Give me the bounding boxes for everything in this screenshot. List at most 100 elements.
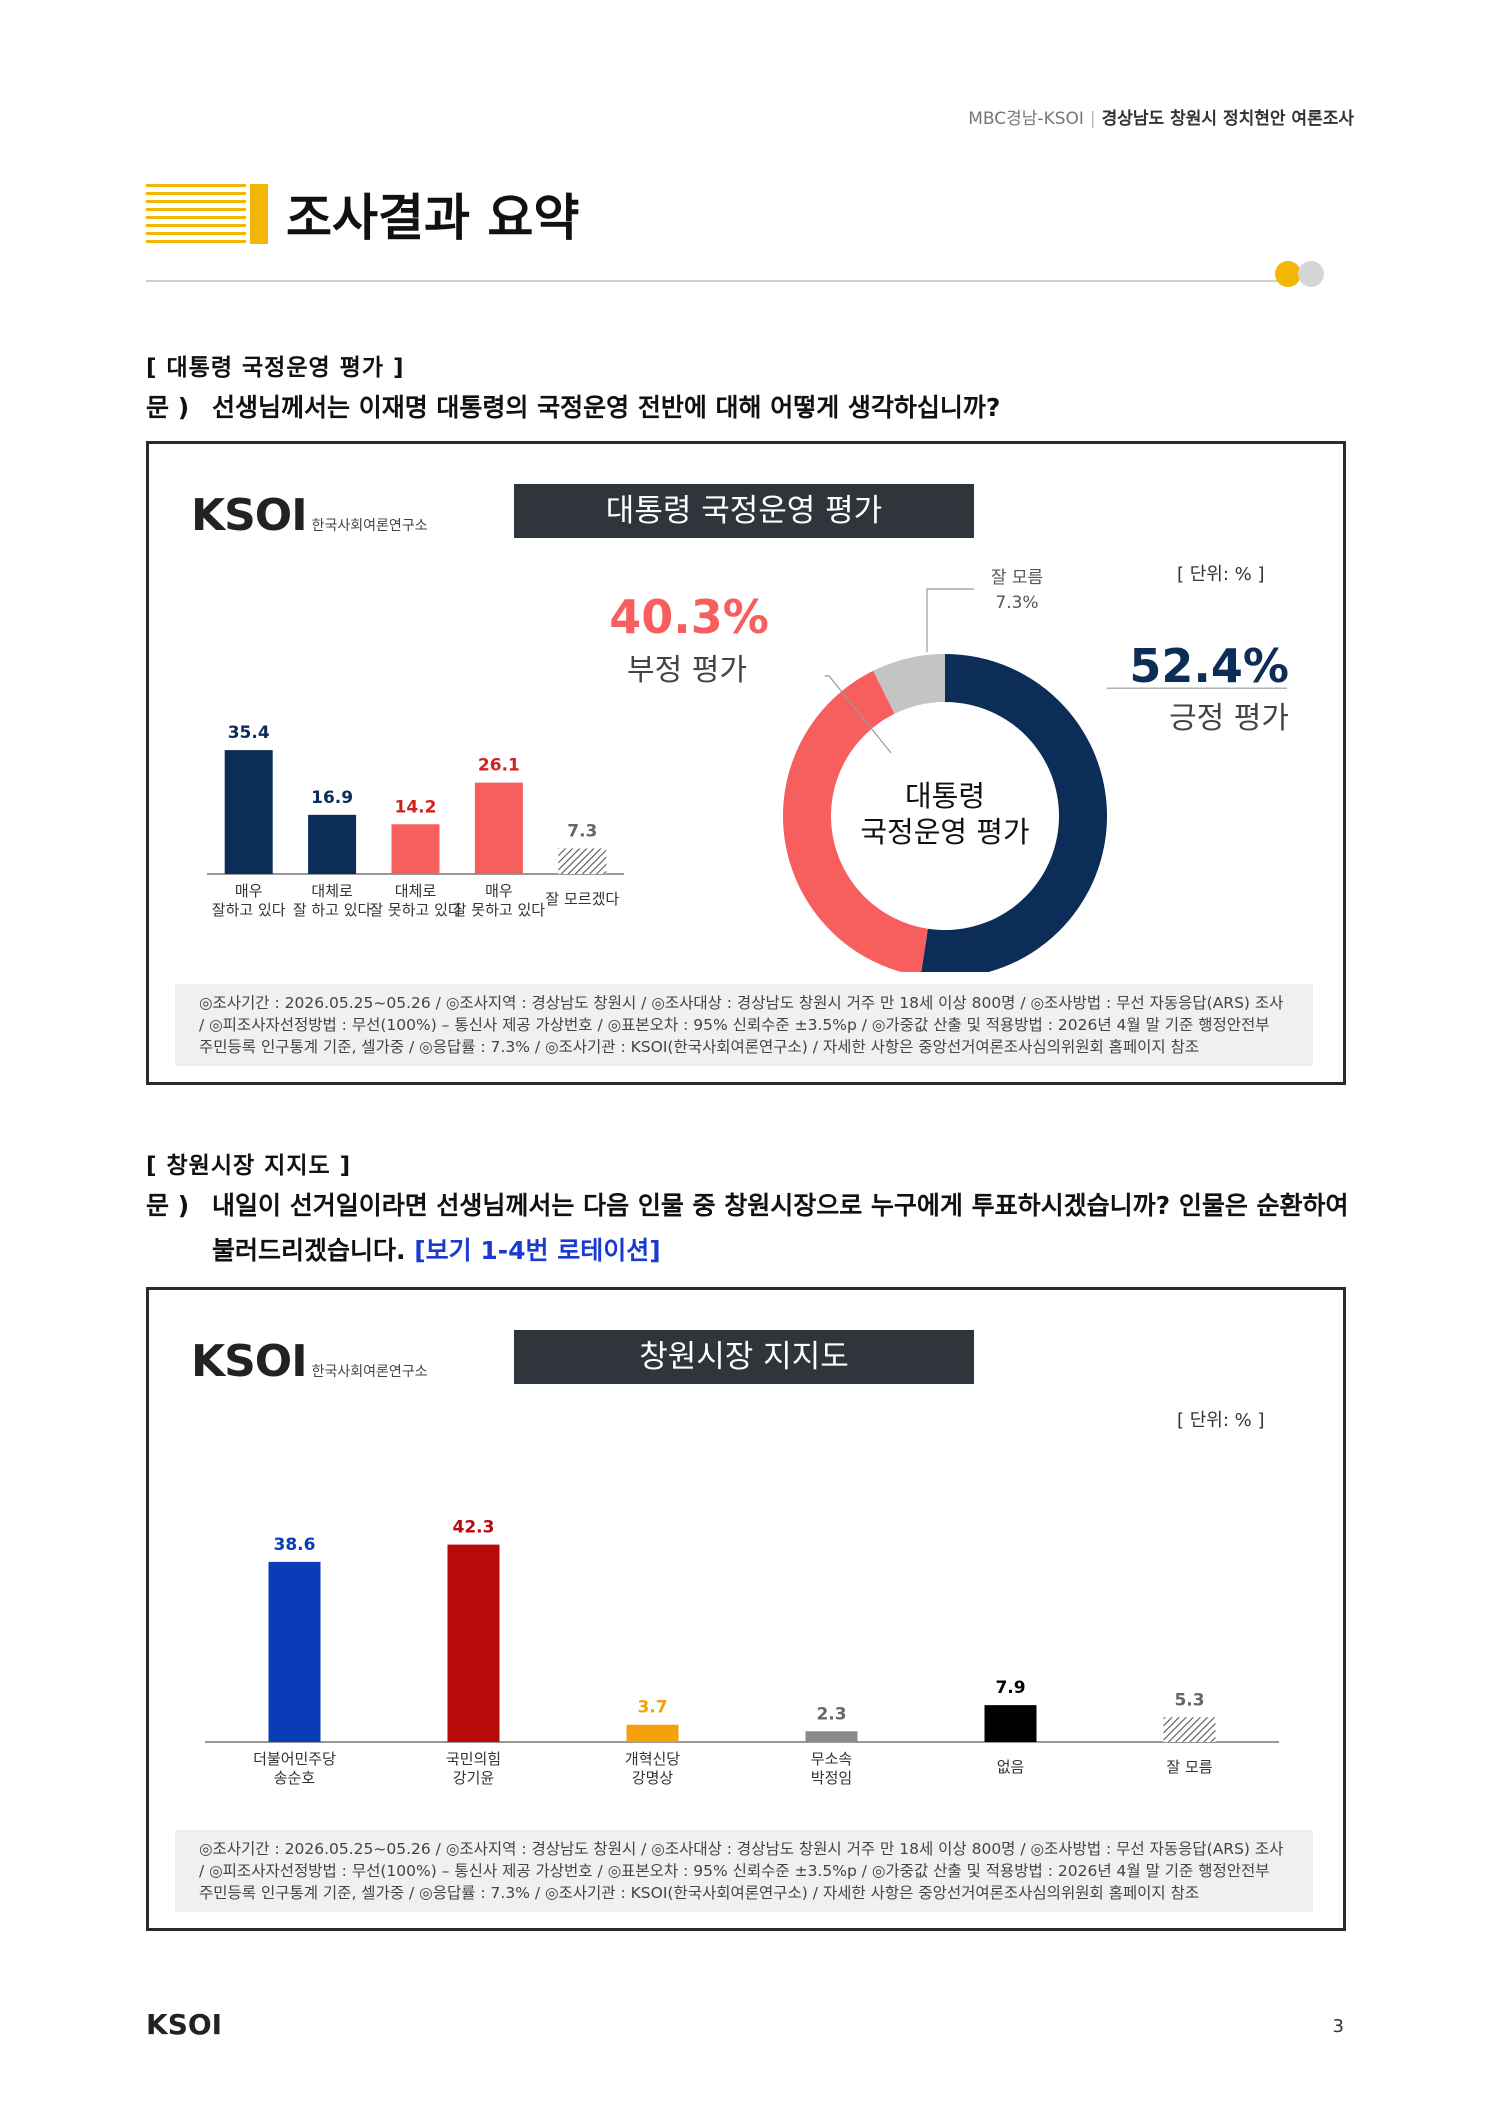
donut-center-label: 국정운영 평가	[860, 815, 1029, 849]
donut-slice	[783, 670, 928, 972]
chart2-category-label: 무소속	[811, 1750, 853, 1768]
ksoi-logo-subtitle: 한국사회여론연구소	[311, 518, 428, 534]
chart1-category-label: 매우	[235, 882, 263, 900]
chart1-category-label: 잘 못하고 있다	[369, 901, 462, 919]
footer-brand: KSOI	[146, 2008, 223, 2041]
chart2-value-label: 2.3	[816, 1704, 846, 1724]
section1-q-marker: 문 )	[146, 393, 190, 422]
footnote-line2: / ◎피조사자선정방법 : 무선(100%) – 통신사 제공 가상번호 / ◎…	[199, 1016, 1270, 1034]
section2-question-line1: 문 ) 내일이 선거일이라면 선생님께서는 다음 인물 중 창원시장으로 누구에게…	[146, 1186, 1349, 1222]
chart2-value-label: 42.3	[453, 1518, 495, 1538]
chart2-value-label: 3.7	[637, 1698, 667, 1718]
chart2-value-label: 38.6	[274, 1535, 316, 1555]
chart1-title: 대통령 국정운영 평가	[514, 484, 974, 538]
section1-question-text: 선생님께서는 이재명 대통령의 국정운영 전반에 대해 어떻게 생각하십니까?	[212, 393, 1001, 422]
divider-dot-gray	[1298, 261, 1324, 287]
chart1-value-label: 35.4	[228, 723, 270, 743]
chart2-category-label: 강명상	[632, 1769, 674, 1787]
page-title-block: 조사결과 요약	[146, 178, 746, 247]
chart1-footnote: ◎조사기간 : 2026.05.25~05.26 / ◎조사지역 : 경상남도 …	[175, 984, 1313, 1066]
chart2-category-label: 국민의힘	[446, 1750, 501, 1768]
header-survey-name: 경상남도 창원시 정치현안 여론조사	[1101, 109, 1354, 129]
chart-panel-mayor: KSOI 한국사회여론연구소 창원시장 지지도 [ 단위: % ] 38.6 더불…	[146, 1287, 1346, 1931]
chart1-value-label: 7.3	[567, 821, 597, 841]
chart2-value-label: 7.9	[995, 1678, 1025, 1698]
chart1-category-label: 잘 하고 있다	[293, 901, 372, 919]
chart1-value-label: 14.2	[395, 797, 437, 817]
chart1-bar	[224, 750, 273, 874]
chart-panel-president: KSOI 한국사회여론연구소 대통령 국정운영 평가 [ 단위: % ] 35.…	[146, 441, 1346, 1085]
chart2-bar	[805, 1731, 858, 1742]
chart1-category-label: 잘 모르겠다	[545, 890, 619, 908]
section1-question: 문 ) 선생님께서는 이재명 대통령의 국정운영 전반에 대해 어떻게 생각하십니…	[146, 388, 1000, 424]
donut-center-label: 대통령	[905, 779, 985, 813]
donut-slice	[873, 654, 945, 714]
donut-slice	[921, 654, 1107, 972]
chart2-bar	[268, 1561, 321, 1742]
ksoi-logo-subtitle-2: 한국사회여론연구소	[311, 1364, 428, 1380]
donut-value-negative: 40.3%	[609, 590, 769, 644]
chart1-bar	[474, 782, 523, 874]
chart2-category-label: 더불어민주당	[253, 1750, 336, 1768]
footnote2-line2: / ◎피조사자선정방법 : 무선(100%) – 통신사 제공 가상번호 / ◎…	[199, 1862, 1270, 1880]
donut-value-positive: 52.4%	[1129, 639, 1289, 693]
donut-value-unknown: 7.3%	[995, 593, 1038, 613]
chart2-bar	[626, 1724, 679, 1742]
section2-question-text2: 불러드리겠습니다.	[212, 1236, 406, 1265]
footnote2-line3: 주민등록 인구통계 기준, 셀가중 / ◎응답률 : 7.3% / ◎조사기관 …	[199, 1884, 1200, 1902]
chart1-category-label: 매우	[485, 882, 513, 900]
chart1-value-label: 26.1	[478, 756, 520, 776]
chart2-unit: [ 단위: % ]	[1177, 1410, 1265, 1431]
chart1-bar	[558, 848, 607, 874]
chart2-bar	[984, 1705, 1037, 1742]
chart2-bar	[447, 1544, 500, 1742]
chart2-category-label: 개혁신당	[625, 1750, 680, 1768]
chart1-unit: [ 단위: % ]	[1177, 564, 1265, 585]
chart1-value-label: 16.9	[311, 788, 353, 808]
chart2-footnote: ◎조사기간 : 2026.05.25~05.26 / ◎조사지역 : 경상남도 …	[175, 1830, 1313, 1912]
footnote-line1: ◎조사기간 : 2026.05.25~05.26 / ◎조사지역 : 경상남도 …	[199, 994, 1284, 1012]
chart2-bar	[1163, 1717, 1216, 1742]
ksoi-logo: KSOI 한국사회여론연구소	[191, 490, 428, 541]
section2-q-marker: 문 )	[146, 1191, 190, 1220]
ksoi-logo-2: KSOI 한국사회여론연구소	[191, 1336, 428, 1387]
chart2-category-label: 강기윤	[453, 1769, 495, 1787]
chart2-title: 창원시장 지지도	[514, 1330, 974, 1384]
ksoi-logo-text: KSOI	[191, 490, 308, 541]
title-divider	[146, 280, 1296, 282]
chart2-category-label: 송순호	[274, 1769, 316, 1787]
header-source: MBC경남-KSOI	[968, 109, 1084, 129]
chart1-bar	[391, 824, 440, 874]
donut-name-positive: 긍정 평가	[1169, 701, 1289, 736]
header-info: MBC경남-KSOI | 경상남도 창원시 정치현안 여론조사	[968, 104, 1354, 129]
chart1-category-label: 대체로	[311, 882, 353, 900]
section2-label: [ 창원시장 지지도 ]	[146, 1153, 352, 1179]
donut-name-unknown: 잘 모름	[991, 568, 1043, 588]
chart1-bar	[308, 814, 357, 874]
chart2-category-label: 박정임	[811, 1769, 852, 1787]
chart1-category-label: 잘 못하고 있다	[453, 901, 546, 919]
donut-leader-unknown	[926, 588, 974, 652]
ksoi-logo-text-2: KSOI	[191, 1336, 308, 1387]
page-number: 3	[1332, 2016, 1344, 2037]
section2-question-text1: 내일이 선거일이라면 선생님께서는 다음 인물 중 창원시장으로 누구에게 투표…	[212, 1191, 1349, 1220]
donut-leader-negative	[824, 675, 892, 754]
title-stripes-decoration	[146, 184, 246, 244]
divider-dot-yellow	[1275, 261, 1301, 287]
chart1-category-label: 대체로	[395, 882, 437, 900]
section2-question-line2: 불러드리겠습니다. [보기 1-4번 로테이션]	[212, 1231, 661, 1267]
footnote2-line1: ◎조사기간 : 2026.05.25~05.26 / ◎조사지역 : 경상남도 …	[199, 1840, 1284, 1858]
chart2-value-label: 5.3	[1174, 1690, 1204, 1710]
footnote-line3: 주민등록 인구통계 기준, 셀가중 / ◎응답률 : 7.3% / ◎조사기관 …	[199, 1038, 1200, 1056]
chart1-category-label: 잘하고 있다	[212, 901, 286, 919]
section1-label: [ 대통령 국정운영 평가 ]	[146, 355, 405, 381]
chart2-category-label: 잘 모름	[1166, 1758, 1212, 1776]
header-separator: |	[1089, 109, 1096, 129]
section2-question-note: [보기 1-4번 로테이션]	[414, 1236, 661, 1265]
donut-name-negative: 부정 평가	[627, 653, 747, 688]
page-title: 조사결과 요약	[286, 189, 580, 247]
chart2-category-label: 없음	[997, 1758, 1025, 1776]
title-bar-decoration	[250, 184, 268, 244]
